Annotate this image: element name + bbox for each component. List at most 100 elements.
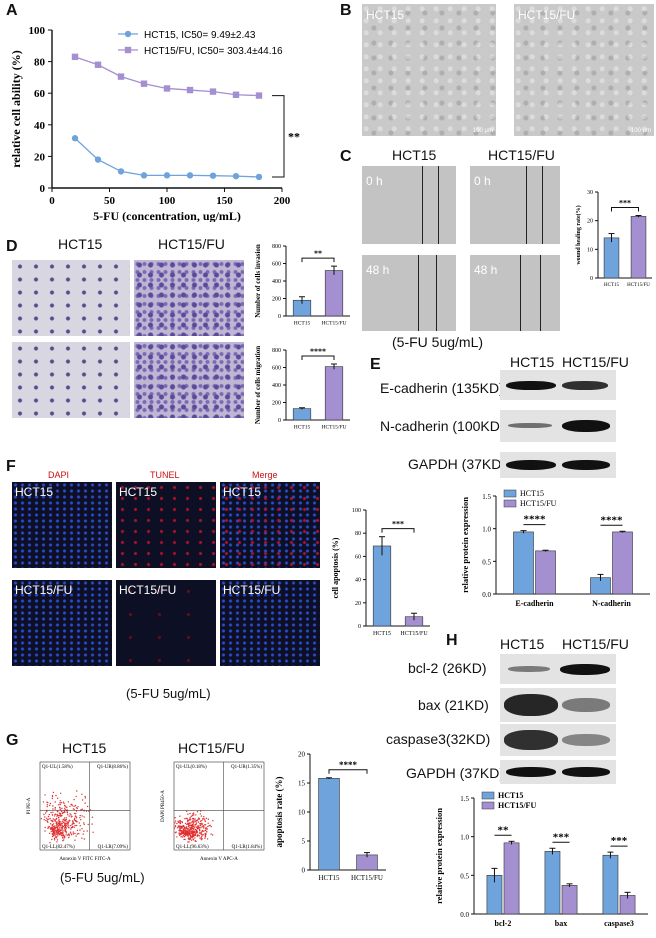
y-tick-label: 5 <box>302 837 306 845</box>
quadrant-ll: Q1-LL(96.63%) <box>176 845 209 850</box>
x-tick-label: 0 <box>49 195 55 207</box>
blot-gapdh <box>500 452 616 478</box>
blot-e-cadherin <box>500 370 616 400</box>
data-point <box>163 85 171 92</box>
quadrant-ul: Q1-UL(1.58%) <box>42 765 73 770</box>
event-dot <box>70 828 72 830</box>
y-axis-label: relative cell ability (%) <box>9 50 23 167</box>
image-label: HCT15/FU <box>518 8 576 22</box>
data-point <box>209 88 217 95</box>
event-dot <box>187 837 189 840</box>
event-dot <box>195 814 197 816</box>
blot-label: E-cadherin (135KD) <box>380 380 504 396</box>
event-dot <box>57 810 59 813</box>
col-label: DAPI <box>48 470 70 480</box>
event-dot <box>44 812 47 814</box>
event-dot <box>59 833 61 835</box>
event-dot <box>184 829 187 832</box>
event-dot <box>46 810 48 813</box>
y-axis-label: PI PE-A <box>27 797 32 814</box>
event-dot <box>79 814 81 817</box>
significance-label: **** <box>524 514 547 526</box>
event-dot <box>194 824 197 826</box>
event-dot <box>51 838 53 841</box>
category-label: HCT15 <box>319 874 341 882</box>
event-dot <box>191 830 194 832</box>
category-label: bax <box>555 919 567 928</box>
event-dot <box>204 837 206 839</box>
event-dot <box>61 807 63 810</box>
event-dot <box>191 833 193 835</box>
event-dot <box>63 839 65 841</box>
row-label: HCT15 <box>15 485 54 499</box>
bar <box>372 545 392 627</box>
event-dot <box>54 829 56 832</box>
event-dot <box>65 817 67 819</box>
event-dot <box>198 827 200 829</box>
y-tick-label: 10 <box>298 808 306 816</box>
event-dot <box>183 829 185 831</box>
panel-e-chart: 0.0 0.5 1.0 1.5 **** E-cadherin **** N-cadherin… <box>460 489 650 608</box>
y-tick-label: 1.0 <box>482 526 491 534</box>
event-dot <box>191 836 193 839</box>
panel-f-chart: 0 20 40 60 80 100 HCT15 HCT15/FU *** cell apoptos… <box>331 508 430 637</box>
invasion-hct15fu <box>134 260 244 336</box>
category-label: caspase3 <box>604 919 634 928</box>
significance-label: *** <box>392 520 404 529</box>
event-dot <box>72 831 74 833</box>
event-dot <box>76 829 79 831</box>
dapi-hct15: HCT15 <box>12 482 112 568</box>
event-dot <box>46 801 48 803</box>
event-dot <box>76 790 78 792</box>
event-dot <box>63 821 65 824</box>
event-dot <box>75 819 77 822</box>
event-dot <box>187 830 189 832</box>
event-dot <box>197 833 199 836</box>
event-dot <box>54 808 56 810</box>
migration-hct15fu <box>134 342 244 418</box>
x-tick-label: 100 <box>159 195 176 207</box>
event-dot <box>79 825 81 827</box>
scale-bar: 100 μm <box>630 128 651 134</box>
event-dot <box>60 831 63 834</box>
event-dot <box>73 818 76 821</box>
event-dot <box>176 822 178 825</box>
event-dot <box>73 826 75 828</box>
merge-hct15: HCT15 <box>220 482 320 568</box>
event-dot <box>55 836 57 838</box>
event-dot <box>207 818 210 820</box>
event-dot <box>83 816 85 818</box>
data-point <box>209 172 217 179</box>
event-dot <box>49 804 51 807</box>
event-dot <box>205 831 208 833</box>
wound-hct15-0h: 0 h <box>362 166 456 244</box>
legend-swatch <box>503 489 517 498</box>
event-dot <box>58 806 61 808</box>
category-label: HCT15 <box>294 321 311 327</box>
event-dot <box>70 816 72 818</box>
event-dot <box>202 833 204 836</box>
event-dot <box>59 823 61 825</box>
event-dot <box>207 822 209 824</box>
event-dot <box>196 835 198 837</box>
event-dot <box>186 827 188 829</box>
event-dot <box>62 840 64 842</box>
event-dot <box>193 829 195 831</box>
event-dot <box>194 830 196 833</box>
event-dot <box>181 826 183 828</box>
y-tick-label: 20 <box>587 219 593 225</box>
time-label: 0 h <box>366 174 383 188</box>
significance-label: **** <box>339 760 358 770</box>
event-dot <box>59 803 61 806</box>
row-label: HCT15/FU <box>223 583 281 597</box>
bar <box>603 237 620 279</box>
event-dot <box>62 834 65 836</box>
y-tick-label: 60 <box>355 554 361 560</box>
event-dot <box>62 829 64 831</box>
event-dot <box>195 820 198 822</box>
event-dot <box>195 829 198 831</box>
event-dot <box>197 821 200 823</box>
event-dot <box>70 832 72 835</box>
event-dot <box>57 832 60 835</box>
panel-label-g: G <box>6 732 19 749</box>
